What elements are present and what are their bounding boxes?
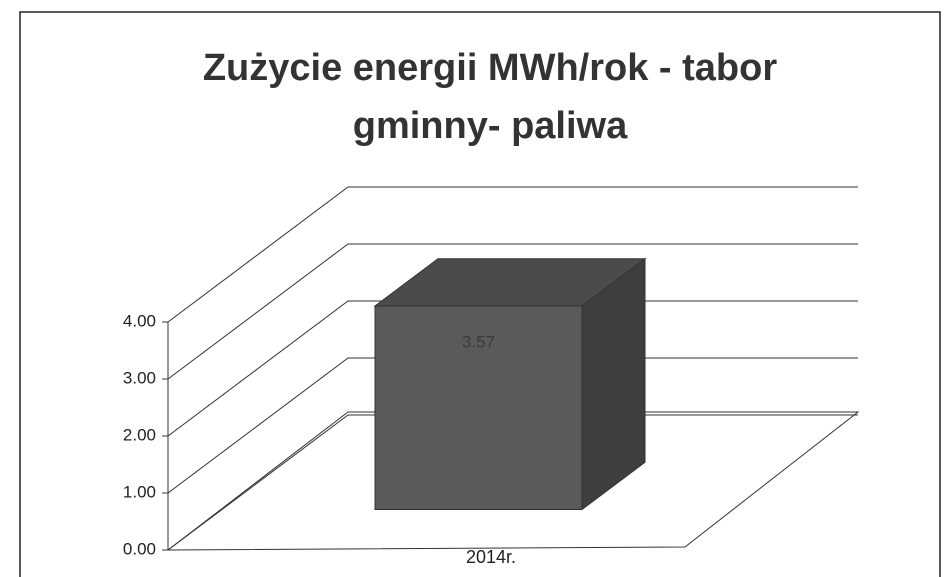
chart-frame <box>19 11 941 577</box>
y-tick-label: 1.00 <box>123 482 156 501</box>
chart-title: Zużycie energii MWh/rok - tabor <box>203 47 777 89</box>
floor <box>166 411 860 551</box>
y-tick-label: 0.00 <box>123 539 156 558</box>
bar <box>373 257 647 511</box>
y-tick-label: 3.00 <box>123 368 156 387</box>
bar-front <box>374 305 583 510</box>
chart-title: gminny- paliwa <box>353 105 628 147</box>
y-tick-label: 4.00 <box>123 311 156 330</box>
grid-line <box>162 186 858 323</box>
y-tick-label: 2.00 <box>123 425 156 444</box>
x-tick-label: 2014r. <box>466 547 516 567</box>
value-label: 3.57 <box>462 332 495 351</box>
grid-line <box>162 243 858 380</box>
